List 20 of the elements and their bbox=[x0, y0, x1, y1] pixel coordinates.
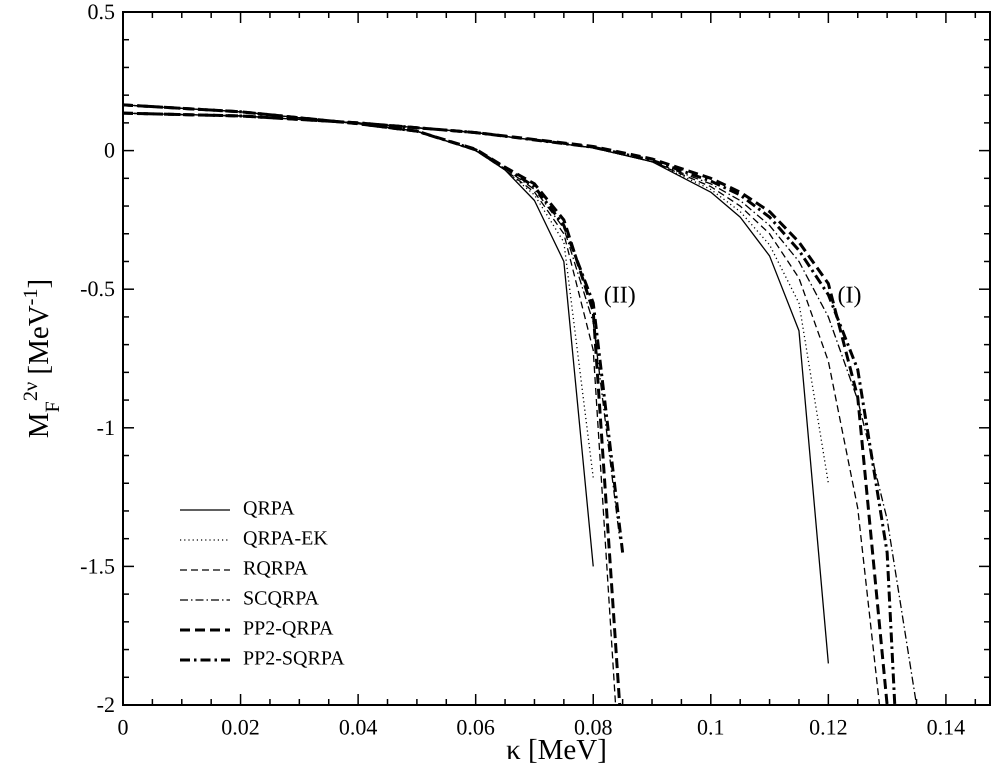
y-tick-label: -1.5 bbox=[80, 553, 115, 578]
y-tick-label: -2 bbox=[96, 692, 115, 718]
x-tick-label: 0.14 bbox=[926, 714, 966, 740]
legend-label: QRPA-EK bbox=[243, 528, 328, 550]
legend-label: PP2-QRPA bbox=[243, 618, 334, 640]
y-tick-label: -0.5 bbox=[80, 276, 115, 302]
x-tick-label: 0.04 bbox=[338, 714, 378, 740]
legend-label: QRPA bbox=[243, 498, 296, 520]
y-tick-label: 0.5 bbox=[88, 0, 115, 24]
x-tick-label: 0.1 bbox=[697, 714, 725, 740]
legend-label: RQRPA bbox=[243, 558, 308, 580]
x-tick-label: 0.06 bbox=[456, 714, 495, 740]
annotation: (I) bbox=[838, 282, 862, 308]
x-tick-label: 0.02 bbox=[221, 714, 260, 740]
legend-label: PP2-SQRPA bbox=[243, 648, 346, 670]
annotation: (II) bbox=[604, 282, 636, 308]
legend-label: SCQRPA bbox=[243, 588, 320, 610]
y-tick-label: 0 bbox=[104, 138, 115, 163]
y-tick-label: -1 bbox=[96, 414, 115, 440]
x-tick-label: 0.12 bbox=[809, 714, 848, 740]
